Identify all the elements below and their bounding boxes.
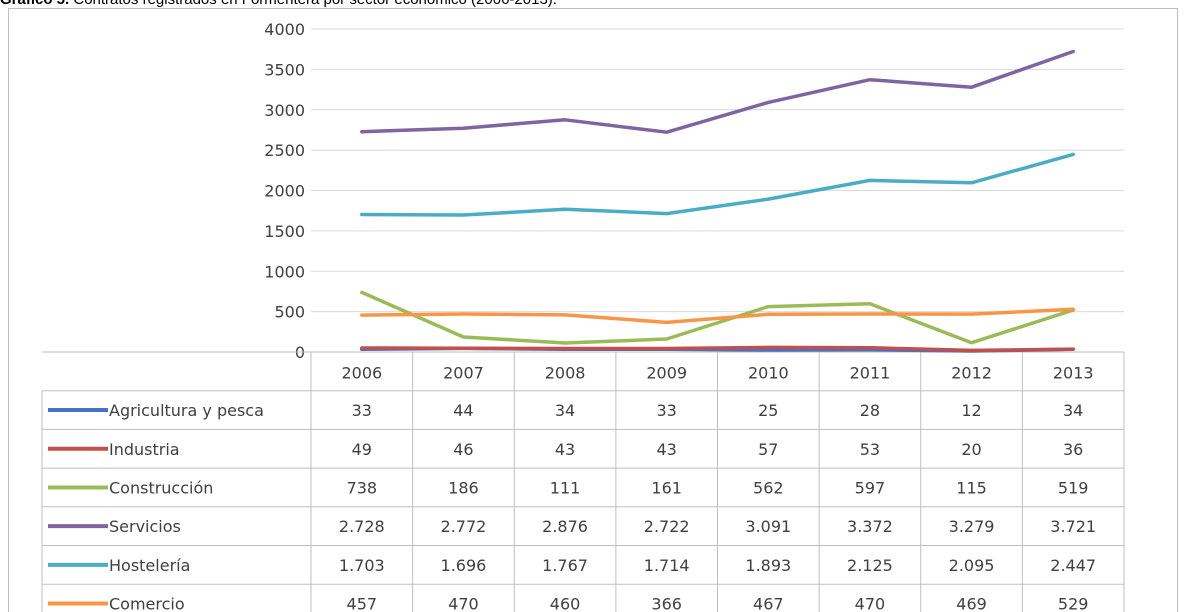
data-label: 57 xyxy=(758,440,778,459)
chart-title-bold: Gráfico 5. xyxy=(0,0,69,8)
series-line xyxy=(360,307,1075,325)
y-tick-label: 3500 xyxy=(264,60,305,79)
y-tick-label: 4000 xyxy=(264,20,305,39)
chart-title-text: Contratos registrados en Formentera por … xyxy=(69,0,557,8)
data-label: 3.372 xyxy=(847,517,893,536)
data-label: 43 xyxy=(657,440,677,459)
data-label: 3.091 xyxy=(745,517,791,536)
data-label: 1.714 xyxy=(644,556,690,575)
x-tick-label: 2012 xyxy=(951,363,992,382)
data-label: 2.125 xyxy=(847,556,893,575)
y-tick-label: 3000 xyxy=(264,101,305,120)
data-label: 20 xyxy=(961,440,981,459)
x-tick-label: 2008 xyxy=(545,363,586,382)
data-label: 1.703 xyxy=(339,556,385,575)
x-tick-label: 2010 xyxy=(748,363,789,382)
legend-label: Comercio xyxy=(109,595,185,612)
data-label: 34 xyxy=(1063,401,1083,420)
data-label: 186 xyxy=(448,478,479,497)
data-label: 2.447 xyxy=(1050,556,1096,575)
y-tick-label: 2500 xyxy=(264,141,305,160)
legend-label: Servicios xyxy=(109,517,181,536)
data-label: 470 xyxy=(448,595,479,612)
data-label: 33 xyxy=(352,401,372,420)
data-label: 467 xyxy=(753,595,784,612)
data-label: 115 xyxy=(956,478,987,497)
series-line xyxy=(360,49,1075,134)
data-label: 46 xyxy=(453,440,473,459)
data-label: 111 xyxy=(550,478,581,497)
data-label: 470 xyxy=(855,595,886,612)
data-label: 2.772 xyxy=(441,517,487,536)
data-label: 33 xyxy=(657,401,677,420)
data-label: 2.095 xyxy=(949,556,995,575)
data-label: 1.696 xyxy=(441,556,487,575)
data-label: 53 xyxy=(860,440,880,459)
series-line xyxy=(360,152,1075,217)
data-label: 529 xyxy=(1058,595,1089,612)
legend-label: Construcción xyxy=(109,478,213,497)
data-label: 28 xyxy=(860,401,880,420)
data-label: 2.722 xyxy=(644,517,690,536)
data-label: 43 xyxy=(555,440,575,459)
data-label: 161 xyxy=(651,478,682,497)
x-tick-label: 2009 xyxy=(646,363,687,382)
data-label: 25 xyxy=(758,401,778,420)
data-label: 469 xyxy=(956,595,987,612)
y-tick-label: 1000 xyxy=(264,262,305,281)
data-label: 519 xyxy=(1058,478,1089,497)
chart-title: Gráfico 5. Contratos registrados en Form… xyxy=(0,0,557,9)
data-label: 1.767 xyxy=(542,556,588,575)
legend-label: Hostelería xyxy=(109,556,190,575)
data-label: 49 xyxy=(352,440,372,459)
y-tick-label: 1500 xyxy=(264,222,305,241)
data-label: 44 xyxy=(453,401,473,420)
x-tick-label: 2013 xyxy=(1053,363,1094,382)
y-tick-label: 500 xyxy=(274,303,305,322)
data-label: 2.728 xyxy=(339,517,385,536)
data-label: 562 xyxy=(753,478,784,497)
data-label: 460 xyxy=(550,595,581,612)
y-tick-label: 2000 xyxy=(264,182,305,201)
legend-label: Agricultura y pesca xyxy=(109,401,264,420)
data-label: 3.279 xyxy=(949,517,995,536)
x-tick-label: 2011 xyxy=(850,363,891,382)
data-label: 2.876 xyxy=(542,517,588,536)
data-label: 1.893 xyxy=(745,556,791,575)
series-line xyxy=(360,290,1075,345)
data-label: 12 xyxy=(961,401,981,420)
x-tick-label: 2006 xyxy=(341,363,382,382)
x-tick-label: 2007 xyxy=(443,363,484,382)
chart-frame xyxy=(8,8,1178,612)
series-line xyxy=(360,345,1075,353)
data-label: 34 xyxy=(555,401,575,420)
data-label: 36 xyxy=(1063,440,1083,459)
data-label: 3.721 xyxy=(1050,517,1096,536)
data-label: 457 xyxy=(347,595,378,612)
legend-label: Industria xyxy=(109,440,180,459)
data-label: 738 xyxy=(347,478,378,497)
data-label: 366 xyxy=(651,595,682,612)
data-label: 597 xyxy=(855,478,886,497)
